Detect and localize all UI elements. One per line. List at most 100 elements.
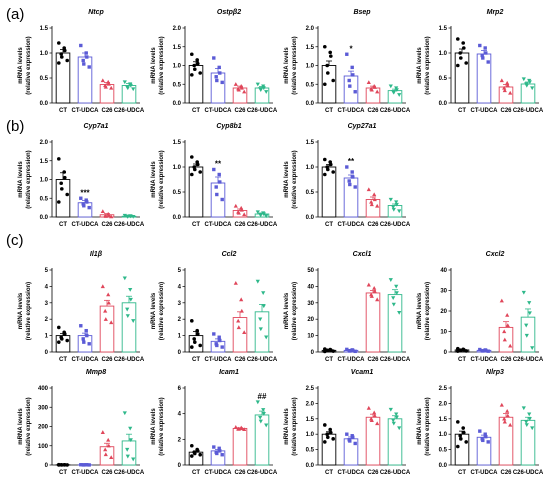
chart-ccl2: Ccl2 mRNA levels (relative expression) 0 1 2 3… [151,251,278,363]
y-tick-label: 4 [45,284,49,290]
data-point [486,349,490,353]
y-tick-label: 30 [307,301,314,307]
y-tick-label: 2.0 [439,401,448,407]
data-point [508,90,513,95]
x-tick-label: C26 [101,108,113,114]
data-point [131,214,136,219]
data-point [106,81,111,86]
x-tick-label: CT [59,470,67,476]
data-point [196,332,200,336]
data-point [502,419,507,424]
data-point [524,423,529,428]
data-point [81,337,85,341]
x-tick-label: CT [192,108,200,114]
y-tick-label: 0 [45,463,49,469]
y-axis-label: (relative expression) [26,282,32,340]
y-axis-label: (relative expression) [26,397,32,455]
y-tick-label: 0.5 [439,448,448,454]
data-point [215,78,219,83]
data-point [499,402,504,407]
y-tick-label: 1.0 [306,165,315,171]
x-tick-label: CT-UDCA [471,108,499,114]
panel-label-c: (c) [6,232,24,249]
data-point [122,276,127,281]
data-point [348,84,352,88]
data-point [478,429,482,433]
data-point [391,421,396,426]
data-point [527,80,532,85]
data-point [322,172,327,177]
y-tick-label: 400 [38,386,49,392]
data-point [258,327,263,332]
data-point [347,78,351,83]
data-point [481,349,485,353]
y-axis-label: mRNA levels [18,161,24,198]
data-point [63,48,67,53]
y-axis-label: mRNA levels [284,292,290,329]
data-point [122,411,127,416]
bar-c26 [365,292,381,353]
x-tick-label: C26-UDCA [114,108,145,114]
data-point [56,157,61,161]
bar-c26 [99,305,115,353]
data-point [198,71,203,75]
data-point [328,427,333,432]
data-point [212,332,216,336]
data-point [521,77,526,82]
y-tick-label: 2.0 [173,26,182,32]
data-point [239,297,244,302]
data-point [217,65,221,70]
data-point [264,214,269,219]
data-point [458,51,462,55]
data-point [109,320,114,325]
x-tick-label: CT-UDCA [72,470,100,476]
data-point [195,328,199,333]
y-axis-label: (relative expression) [292,150,298,208]
x-tick-label: C26-UDCA [513,108,544,114]
data-point [220,80,224,85]
data-point [461,426,466,430]
data-point [326,167,330,172]
data-point [372,410,377,415]
data-point [391,205,396,210]
data-point [87,65,91,69]
data-point [189,345,194,349]
chart-mmp8: Mmp8 mRNA levels (relative expression) 0 100… [18,369,145,476]
data-point [397,93,402,97]
data-point [372,289,377,293]
chart-cyp7a1: Cyp7a1 mRNA levels (relative expression) 0.… [18,123,145,228]
y-tick-label: 2.0 [306,26,315,32]
data-point [366,282,371,287]
y-tick-label: 1.5 [173,140,182,146]
y-axis-label: mRNA levels [18,408,24,445]
data-point [236,325,241,330]
data-point [189,319,194,323]
x-tick-label: C26 [367,222,379,228]
data-point [128,438,133,443]
data-point [345,165,349,169]
data-point [56,325,61,330]
data-point [524,83,529,88]
bar-c26-udca [121,440,137,466]
x-tick-label: C26-UDCA [380,222,411,228]
data-point [100,78,105,83]
data-point [326,435,330,440]
data-point [322,157,327,162]
data-point [524,333,529,338]
data-point [196,449,200,453]
data-point [122,80,127,85]
significance-marker: ** [348,157,355,166]
data-point [128,83,133,88]
y-tick-label: 0 [178,350,182,356]
data-point [62,170,66,174]
data-point [353,441,357,446]
y-tick-label: 2.0 [306,401,315,407]
data-point [375,89,380,94]
data-point [196,162,200,167]
y-axis-label: mRNA levels [284,408,290,445]
data-point [372,192,377,197]
data-point [218,71,222,75]
data-point [499,78,504,83]
data-point [103,447,108,452]
data-point [329,54,333,58]
